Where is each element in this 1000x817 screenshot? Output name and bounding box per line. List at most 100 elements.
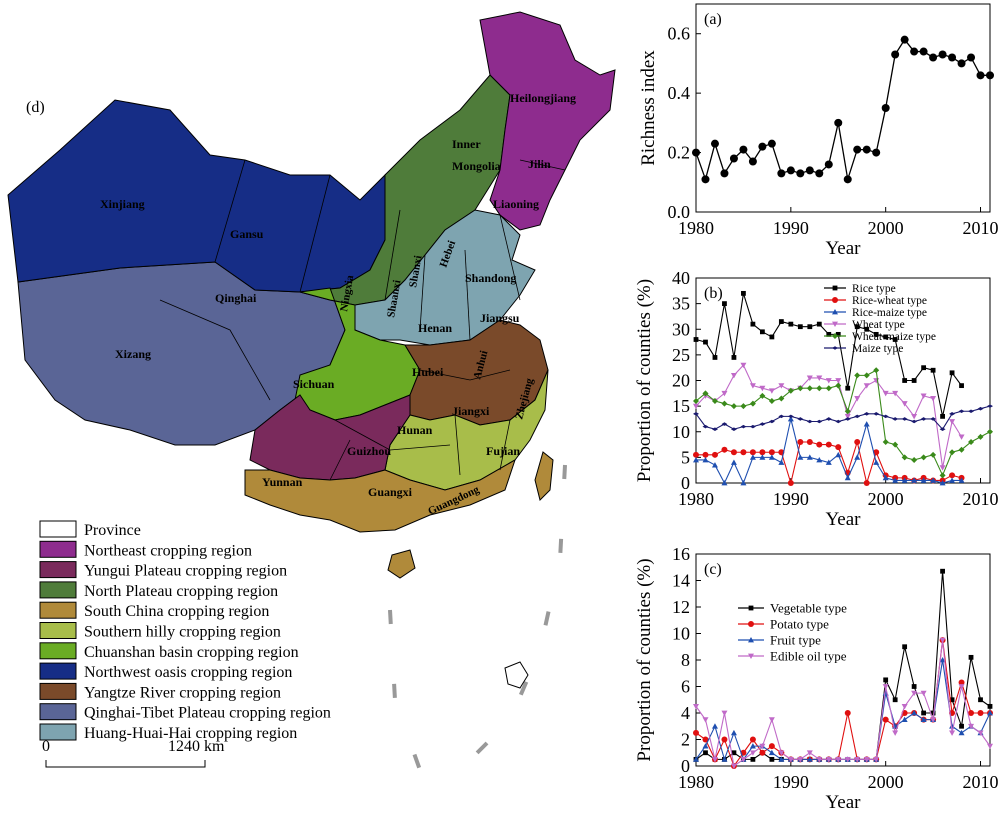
data-point	[863, 756, 870, 763]
legend-entry: Rice-wheat type	[852, 295, 927, 307]
data-point	[777, 169, 786, 178]
data-point	[968, 409, 975, 414]
series-line	[695, 405, 991, 431]
data-point	[873, 459, 880, 465]
data-point	[721, 480, 728, 486]
legend-label: Chuanshan basin cropping region	[84, 644, 299, 661]
data-point	[693, 337, 699, 342]
y-tick-label: 6	[681, 677, 690, 697]
province-outline-island	[504, 661, 529, 689]
legend-entry: Potato type	[770, 617, 829, 632]
label-gansu: Gansu	[230, 227, 264, 241]
data-point	[845, 385, 851, 391]
data-point	[759, 422, 766, 426]
data-point	[693, 456, 699, 463]
data-point	[721, 736, 728, 743]
legend-label: Huang-Huai-Hai cropping region	[84, 725, 297, 742]
legend-swatch	[39, 540, 77, 558]
data-point	[920, 417, 927, 421]
data-point	[768, 449, 775, 456]
y-tick-label: 0.6	[668, 24, 691, 44]
data-point	[778, 383, 785, 389]
data-point	[816, 385, 823, 392]
scale-zero-label: 0	[42, 738, 50, 755]
data-point	[930, 396, 937, 402]
data-point	[816, 756, 823, 763]
region-northwest-oasis	[7, 99, 386, 293]
data-point	[816, 375, 823, 381]
data-point	[949, 472, 956, 479]
data-point	[977, 406, 984, 411]
data-point	[797, 385, 804, 392]
data-point	[702, 390, 709, 397]
data-point	[911, 477, 918, 483]
data-point	[864, 326, 870, 332]
data-point	[902, 644, 908, 650]
data-point	[892, 390, 899, 397]
legend-label: North Plateau cropping region	[84, 583, 278, 600]
data-point	[825, 378, 832, 384]
legend-label: Southern hilly cropping region	[84, 624, 281, 641]
data-point	[806, 750, 813, 756]
legend-entry: Wheat type	[852, 319, 905, 331]
data-point	[797, 417, 804, 421]
data-point	[739, 145, 748, 154]
data-point	[968, 723, 975, 730]
data-point	[721, 390, 728, 397]
data-point	[832, 346, 838, 350]
label-inner-mongolia-2: Mongolia	[452, 159, 501, 173]
data-point	[835, 451, 842, 458]
x-tick-label: 1980	[678, 772, 714, 792]
data-point	[976, 71, 985, 80]
legend-label: Northeast cropping region	[84, 542, 252, 559]
data-point	[873, 756, 880, 763]
data-point	[778, 750, 785, 756]
data-point	[825, 756, 832, 763]
x-tick-label: 1980	[678, 489, 714, 509]
legend-entry: Wheat-maize type	[852, 331, 936, 343]
data-point	[787, 756, 794, 763]
data-point	[768, 749, 775, 756]
data-point	[958, 434, 965, 440]
y-tick-label: 35	[672, 294, 690, 314]
data-point	[832, 321, 838, 327]
data-point	[825, 459, 832, 465]
data-point	[892, 417, 899, 421]
data-point	[767, 139, 776, 148]
island-hainan	[387, 549, 416, 579]
data-point	[930, 717, 937, 723]
data-point	[731, 355, 737, 360]
data-point	[863, 383, 870, 389]
data-point	[949, 477, 956, 483]
data-point	[920, 477, 927, 483]
data-point	[835, 331, 841, 337]
y-tick-label: 0.0	[668, 202, 691, 222]
data-point	[949, 449, 956, 456]
data-point	[911, 378, 917, 383]
series-rice-maize-type	[693, 415, 965, 486]
data-point	[730, 403, 737, 410]
data-point	[958, 684, 965, 690]
data-point	[901, 477, 908, 483]
data-point	[920, 716, 927, 723]
data-point	[816, 321, 822, 327]
label-hubei: Hubei	[412, 365, 444, 379]
data-point	[740, 424, 747, 429]
x-tick-label: 2010	[963, 218, 999, 238]
data-point	[854, 414, 861, 419]
data-point	[749, 736, 756, 743]
data-point	[797, 756, 804, 763]
label-guizhou: Guizhou	[347, 444, 391, 458]
data-point	[711, 451, 718, 458]
data-point	[987, 743, 993, 750]
data-point	[957, 59, 966, 68]
y-tick-label: 0.2	[668, 143, 691, 163]
data-point	[711, 462, 718, 468]
y-tick-label: 10	[672, 624, 690, 644]
data-point	[949, 730, 956, 736]
label-jiangxi: Jiangxi	[452, 404, 490, 418]
data-point	[929, 53, 938, 62]
data-point	[892, 730, 899, 736]
data-point	[930, 367, 936, 373]
data-point	[863, 421, 870, 427]
